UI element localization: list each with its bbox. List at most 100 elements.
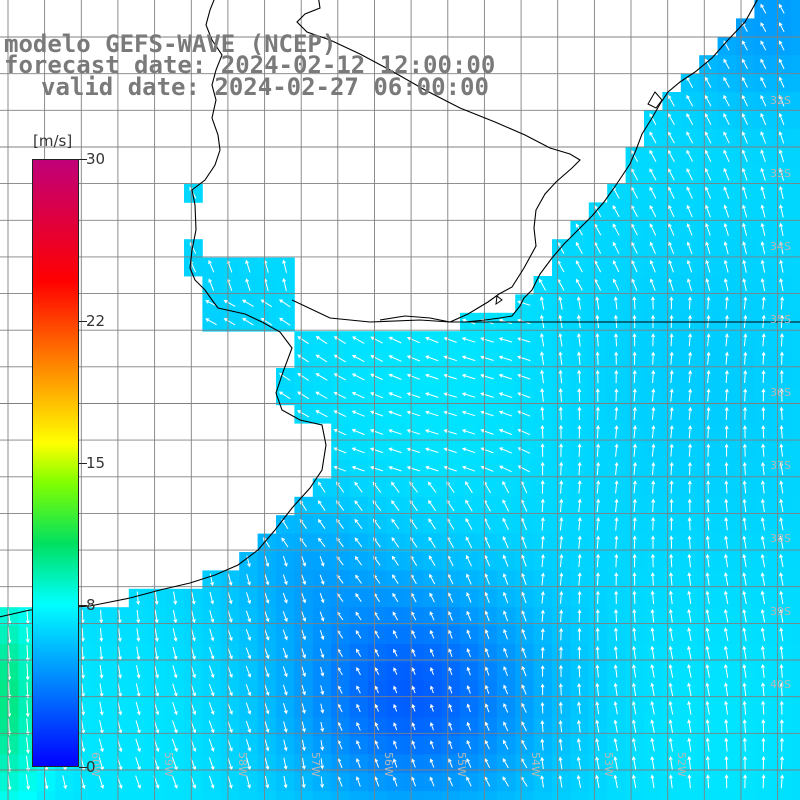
wind-speed-cell (791, 165, 800, 185)
wind-arrow (705, 223, 711, 236)
wind-arrow (370, 373, 384, 381)
wind-arrow (466, 758, 472, 768)
wind-arrow (296, 410, 310, 418)
wind-arrow (301, 574, 307, 586)
wind-arrow (668, 608, 673, 623)
wind-arrow (779, 553, 784, 568)
wind-arrow (283, 739, 288, 752)
wind-arrow (227, 592, 233, 605)
wind-arrow (558, 424, 563, 439)
wind-arrow (559, 461, 564, 476)
wind-arrow (480, 447, 494, 454)
wind-arrow (117, 609, 122, 624)
wind-arrow (577, 719, 581, 733)
wind-arrow (614, 461, 619, 476)
wind-arrow (502, 517, 509, 531)
wind-arrow (447, 776, 454, 787)
wind-arrow (317, 518, 326, 529)
wind-speed-cell (644, 791, 663, 800)
wind-arrow (687, 645, 692, 660)
longitude-label: 53W (602, 752, 615, 777)
wind-arrow (595, 719, 600, 733)
wind-arrow (577, 590, 582, 604)
wind-arrow (742, 480, 747, 494)
wind-arrow (480, 465, 494, 472)
wind-speed-cell (791, 533, 800, 553)
wind-arrow (301, 592, 307, 604)
wind-arrow (540, 443, 545, 457)
wind-arrow (354, 500, 363, 511)
wind-arrow (191, 610, 196, 624)
wind-arrow (705, 737, 710, 752)
wind-arrow (779, 461, 784, 476)
wind-arrow (282, 611, 288, 623)
wind-arrow (502, 776, 509, 787)
wind-arrow (461, 447, 476, 454)
wind-arrow (705, 627, 710, 642)
wind-arrow (595, 609, 600, 623)
wind-arrow (406, 429, 421, 435)
wind-arrow (668, 204, 675, 218)
wind-arrow (761, 296, 766, 310)
wind-arrow (559, 443, 564, 457)
wind-arrow (264, 647, 270, 660)
wind-arrow (741, 113, 748, 126)
wind-arrow (208, 775, 215, 789)
wind-arrow (779, 590, 784, 605)
wind-arrow (761, 737, 766, 752)
wind-arrow (632, 664, 637, 678)
wind-arrow (319, 611, 325, 622)
wind-arrow (521, 591, 527, 604)
wind-arrow (498, 355, 513, 361)
wind-arrow (761, 700, 766, 715)
wind-arrow (425, 373, 439, 380)
wind-arrow (393, 685, 398, 694)
wind-arrow (649, 278, 656, 291)
wind-speed-cell (791, 607, 800, 626)
wind-arrow (374, 667, 380, 676)
wind-arrow (594, 260, 602, 273)
wind-arrow (430, 667, 434, 675)
wind-arrow (723, 608, 729, 623)
wind-arrow (443, 392, 457, 398)
wind-arrow (517, 373, 531, 380)
wind-arrow (651, 516, 656, 531)
wind-arrow (282, 684, 288, 696)
wind-arrow (245, 720, 252, 734)
longitude-label: 56W (382, 752, 395, 777)
wind-arrow (429, 592, 435, 603)
wind-arrow (333, 373, 347, 381)
wind-arrow (540, 406, 545, 421)
wind-arrow (705, 645, 710, 660)
wind-arrow (613, 664, 618, 678)
wind-arrow (245, 629, 252, 641)
wind-arrow (668, 94, 675, 107)
wind-arrow (760, 553, 766, 568)
wind-arrow (669, 443, 674, 457)
wind-arrow (632, 443, 637, 457)
wind-arrow (650, 700, 655, 715)
wind-arrow (612, 204, 620, 218)
wind-arrow (724, 700, 728, 715)
wind-arrow (154, 646, 159, 661)
wind-arrow (392, 574, 399, 584)
wind-arrow (301, 776, 306, 789)
wind-arrow (62, 775, 68, 790)
wind-arrow (595, 664, 600, 678)
wind-arrow (319, 556, 325, 567)
wind-arrow (264, 555, 270, 568)
wind-arrow (466, 721, 471, 731)
latitude-labels: 32S 33S 34S 35S 36S 37S 38S 39S 40S (770, 94, 791, 691)
wind-arrow (98, 738, 104, 753)
wind-arrow (428, 499, 437, 512)
wind-arrow (223, 318, 236, 326)
wind-arrow (650, 719, 655, 734)
wind-arrow (669, 553, 674, 568)
wind-speed-cell (184, 791, 203, 800)
wind-arrow (760, 76, 767, 88)
wind-arrow (577, 553, 582, 568)
wind-arrow (686, 204, 693, 218)
wind-arrow (393, 740, 398, 749)
wind-arrow (540, 738, 545, 751)
wind-arrow (761, 443, 766, 457)
